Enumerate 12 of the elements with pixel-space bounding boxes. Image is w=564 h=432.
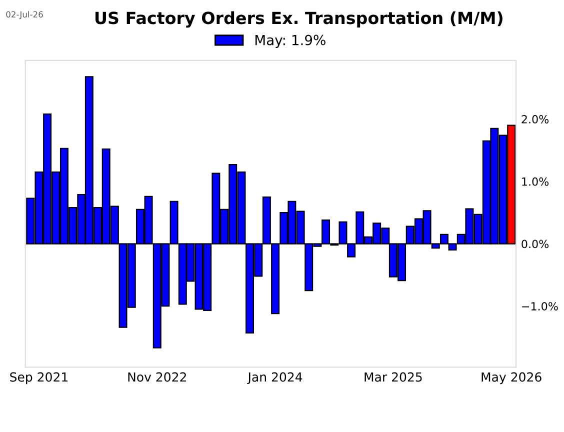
x-tick-label: Nov 2022 [128, 372, 186, 382]
legend-label: May: 1.9% [255, 34, 326, 48]
x-tick-label: Sep 2021 [10, 372, 68, 384]
y-tick-label: 1.0% [522, 177, 549, 186]
x-tick-label: Jan 2024 [247, 372, 302, 384]
x-tick-label: May 2026 [482, 372, 542, 384]
x-tick-label: Mar 2025 [364, 372, 422, 382]
y-tick-label: −1.0% [522, 302, 558, 310]
y-tick-label: 0.0% [522, 240, 549, 248]
text: 02-Jul-26 [6, 11, 43, 20]
chart-title: US Factory Orders Ex. Transportation (M/M) [96, 11, 502, 28]
y-tick-label: 2.0% [522, 115, 549, 124]
